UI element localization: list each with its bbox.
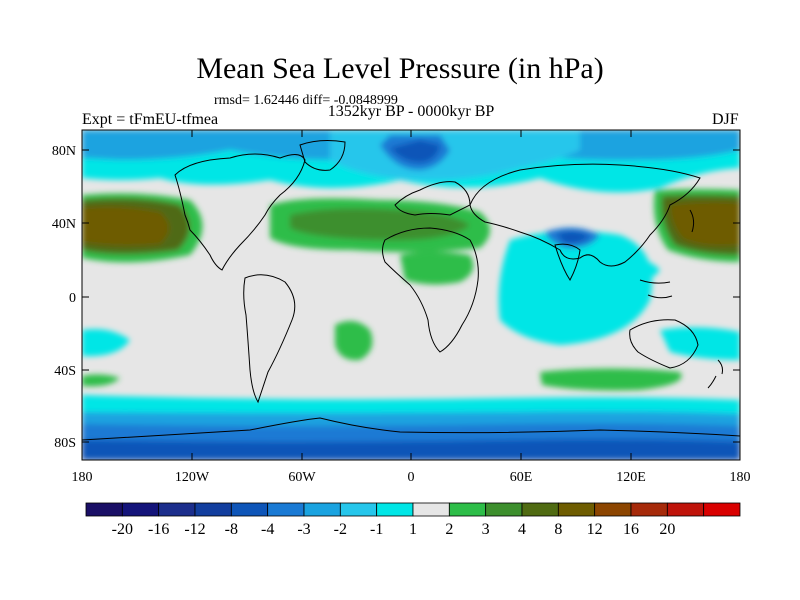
colorbar-label: 16 [623,521,639,538]
colorbar-label: -2 [334,521,347,538]
colorbar-swatch [230,502,269,517]
lon-label-120e: 120E [616,470,646,485]
colorbar-swatch [376,502,414,517]
colorbar-swatch [303,502,341,517]
lat-label-80n: 80N [52,144,76,159]
colorbar-swatch [121,502,160,517]
colorbar-label: 20 [659,521,675,538]
colorbar-swatch [703,502,741,517]
lat-label-80s: 80S [54,436,76,451]
lon-label-180e: 180 [730,470,751,485]
colorbar-label: 1 [409,521,417,538]
period-subtitle: 1352kyr BP - 0000kyr BP [327,103,495,120]
colorbar-swatch [158,502,196,517]
colorbar-swatch [630,502,668,517]
colorbar-label: -4 [261,521,274,538]
colorbar-swatch [594,502,632,517]
colorbar-swatch [267,502,305,517]
colorbar-label: 12 [587,521,603,538]
colorbar-label: -1 [370,521,383,538]
colorbar-label: -20 [112,521,133,538]
lat-label-40n: 40N [52,217,76,232]
colorbar-swatch [448,502,487,517]
coastlines [82,140,740,441]
colorbar-label: -8 [225,521,238,538]
map-title: Mean Sea Level Pressure (in hPa) [196,52,604,85]
stats-text: rmsd= 1.62446 diff= -0.0848999 [214,93,398,108]
colorbar-label: 8 [554,521,562,538]
colorbar-label: -12 [184,521,205,538]
experiment-label: Expt = tFmEU-tfmea [82,111,219,128]
colorbar-label: -16 [148,521,169,538]
colorbar-swatch [194,502,232,517]
colorbar: -20 -16 -12 -8 -4 -3 -2 -1 1 2 3 4 8 12 16 20 [85,502,741,538]
lat-label-40s: 40S [54,364,76,379]
colorbar-label: -3 [297,521,310,538]
lon-label-60w: 60W [288,470,316,485]
colorbar-label: 3 [482,521,490,538]
lon-label-0: 0 [408,470,415,485]
colorbar-swatch [412,502,450,517]
lon-label-180w: 180 [72,470,93,485]
colorbar-swatch [85,502,123,517]
lat-label-0: 0 [69,291,76,306]
pressure-field [82,130,740,460]
colorbar-swatch [557,502,596,517]
lon-label-120w: 120W [175,470,210,485]
colorbar-swatch [666,502,705,517]
season-label: DJF [712,111,739,128]
colorbar-swatch [485,502,523,517]
colorbar-swatch [521,502,559,517]
lon-label-60e: 60E [510,470,533,485]
colorbar-label: 2 [445,521,453,538]
colorbar-swatch [339,502,378,517]
colorbar-label: 4 [518,521,526,538]
